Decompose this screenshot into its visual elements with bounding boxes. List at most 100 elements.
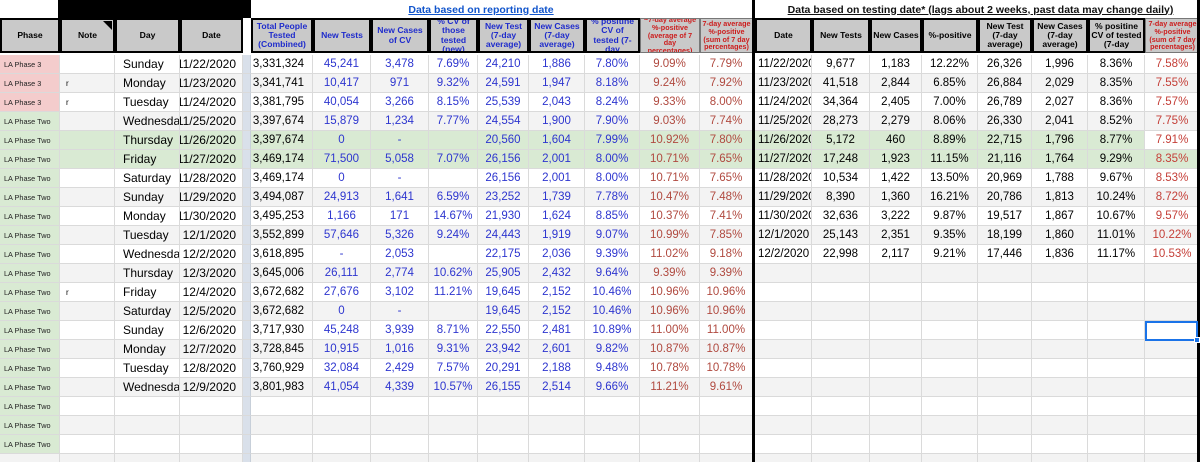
cell[interactable] xyxy=(478,397,529,416)
cell[interactable]: 11/29/2020 xyxy=(180,188,243,207)
cell[interactable]: 26,330 xyxy=(978,112,1032,131)
cell[interactable]: 9.35% xyxy=(922,226,978,245)
cell[interactable]: 8.35% xyxy=(1088,74,1145,93)
cell[interactable]: 26,326 xyxy=(978,55,1032,74)
column-header[interactable]: % positine CV of tested (7-day xyxy=(1088,18,1145,53)
cell[interactable]: Tuesday xyxy=(115,226,180,245)
cell[interactable]: 7.58% xyxy=(1145,55,1200,74)
cell[interactable]: 3,266 xyxy=(371,93,429,112)
cell[interactable] xyxy=(812,416,870,435)
cell[interactable] xyxy=(922,321,978,340)
column-header[interactable]: %-positive xyxy=(922,18,978,53)
cell[interactable] xyxy=(585,416,640,435)
cell[interactable] xyxy=(429,302,478,321)
cell[interactable]: 12/6/2020 xyxy=(180,321,243,340)
cell[interactable]: 11.21% xyxy=(429,283,478,302)
cell[interactable]: 11/22/2020 xyxy=(755,55,812,74)
cell[interactable] xyxy=(870,378,922,397)
cell[interactable]: 10.96% xyxy=(700,283,753,302)
cell[interactable] xyxy=(529,397,585,416)
cell[interactable]: 41,518 xyxy=(812,74,870,93)
cell[interactable]: 11/25/2020 xyxy=(755,112,812,131)
cell[interactable]: 25,905 xyxy=(478,264,529,283)
cell[interactable]: 10.46% xyxy=(585,283,640,302)
cell[interactable]: 1,996 xyxy=(1032,55,1088,74)
cell[interactable]: 7.57% xyxy=(1145,93,1200,112)
cell[interactable] xyxy=(180,435,243,454)
cell[interactable]: 1,886 xyxy=(529,55,585,74)
cell[interactable]: 1,604 xyxy=(529,131,585,150)
cell[interactable]: 2,117 xyxy=(870,245,922,264)
cell[interactable]: 8.15% xyxy=(429,93,478,112)
cell[interactable]: 12/5/2020 xyxy=(180,302,243,321)
cell[interactable] xyxy=(870,321,922,340)
phase-cell[interactable]: LA Phase Two xyxy=(0,188,60,207)
cell[interactable]: 1,788 xyxy=(1032,169,1088,188)
cell[interactable] xyxy=(922,378,978,397)
cell[interactable]: 8.52% xyxy=(1088,112,1145,131)
cell[interactable]: 8.71% xyxy=(429,321,478,340)
cell[interactable] xyxy=(978,454,1032,462)
cell[interactable] xyxy=(1145,397,1200,416)
phase-cell[interactable]: LA Phase Two xyxy=(0,150,60,169)
cell[interactable]: 10.96% xyxy=(700,302,753,321)
cell[interactable]: 12/3/2020 xyxy=(180,264,243,283)
cell[interactable]: 10,417 xyxy=(313,74,371,93)
cell[interactable] xyxy=(478,435,529,454)
cell[interactable]: 10.78% xyxy=(700,359,753,378)
cell[interactable]: 3,341,741 xyxy=(251,74,313,93)
cell[interactable]: 8.85% xyxy=(585,207,640,226)
phase-cell[interactable]: LA Phase Two xyxy=(0,378,60,397)
cell[interactable] xyxy=(115,416,180,435)
cell[interactable]: - xyxy=(313,245,371,264)
cell[interactable] xyxy=(755,283,812,302)
cell[interactable] xyxy=(1145,283,1200,302)
cell[interactable]: 2,053 xyxy=(371,245,429,264)
column-header[interactable]: New Tests xyxy=(812,18,870,53)
cell[interactable]: 9.31% xyxy=(429,340,478,359)
cell[interactable]: 2,036 xyxy=(529,245,585,264)
cell[interactable]: 10.46% xyxy=(585,302,640,321)
cell[interactable]: 18,199 xyxy=(978,226,1032,245)
cell[interactable]: 10.53% xyxy=(1145,245,1200,264)
phase-cell[interactable]: LA Phase Two xyxy=(0,321,60,340)
cell[interactable] xyxy=(978,397,1032,416)
cell[interactable]: 10.87% xyxy=(700,340,753,359)
phase-cell[interactable]: LA Phase Two xyxy=(0,245,60,264)
cell[interactable] xyxy=(60,226,115,245)
cell[interactable]: 5,326 xyxy=(371,226,429,245)
cell[interactable]: 10.87% xyxy=(640,340,700,359)
cell[interactable]: 26,789 xyxy=(978,93,1032,112)
cell[interactable]: 19,517 xyxy=(978,207,1032,226)
phase-cell[interactable]: LA Phase 3 xyxy=(0,55,60,74)
cell[interactable] xyxy=(371,416,429,435)
cell[interactable] xyxy=(429,245,478,264)
cell[interactable]: 12/4/2020 xyxy=(180,283,243,302)
cell[interactable]: 3,645,006 xyxy=(251,264,313,283)
cell[interactable]: 7.65% xyxy=(700,169,753,188)
cell[interactable] xyxy=(1088,416,1145,435)
cell[interactable]: 10,915 xyxy=(313,340,371,359)
cell[interactable]: 11/25/2020 xyxy=(180,112,243,131)
column-header[interactable]: New Test (7-day average) xyxy=(478,18,529,53)
cell[interactable] xyxy=(585,435,640,454)
cell[interactable] xyxy=(755,378,812,397)
cell[interactable]: 17,248 xyxy=(812,150,870,169)
cell[interactable] xyxy=(1088,321,1145,340)
cell[interactable]: 10.22% xyxy=(1145,226,1200,245)
cell[interactable] xyxy=(870,359,922,378)
cell[interactable]: 11.21% xyxy=(640,378,700,397)
cell[interactable]: 26,156 xyxy=(478,169,529,188)
cell[interactable]: 3,552,899 xyxy=(251,226,313,245)
cell[interactable]: 11.17% xyxy=(1088,245,1145,264)
phase-cell[interactable]: LA Phase Two xyxy=(0,112,60,131)
cell[interactable]: 10.62% xyxy=(429,264,478,283)
cell[interactable] xyxy=(313,397,371,416)
phase-cell[interactable] xyxy=(0,454,60,462)
cell[interactable] xyxy=(922,397,978,416)
cell[interactable]: 2,279 xyxy=(870,112,922,131)
cell[interactable]: 11/26/2020 xyxy=(180,131,243,150)
cell[interactable]: 8,390 xyxy=(812,188,870,207)
cell[interactable]: 24,913 xyxy=(313,188,371,207)
cell[interactable] xyxy=(922,340,978,359)
